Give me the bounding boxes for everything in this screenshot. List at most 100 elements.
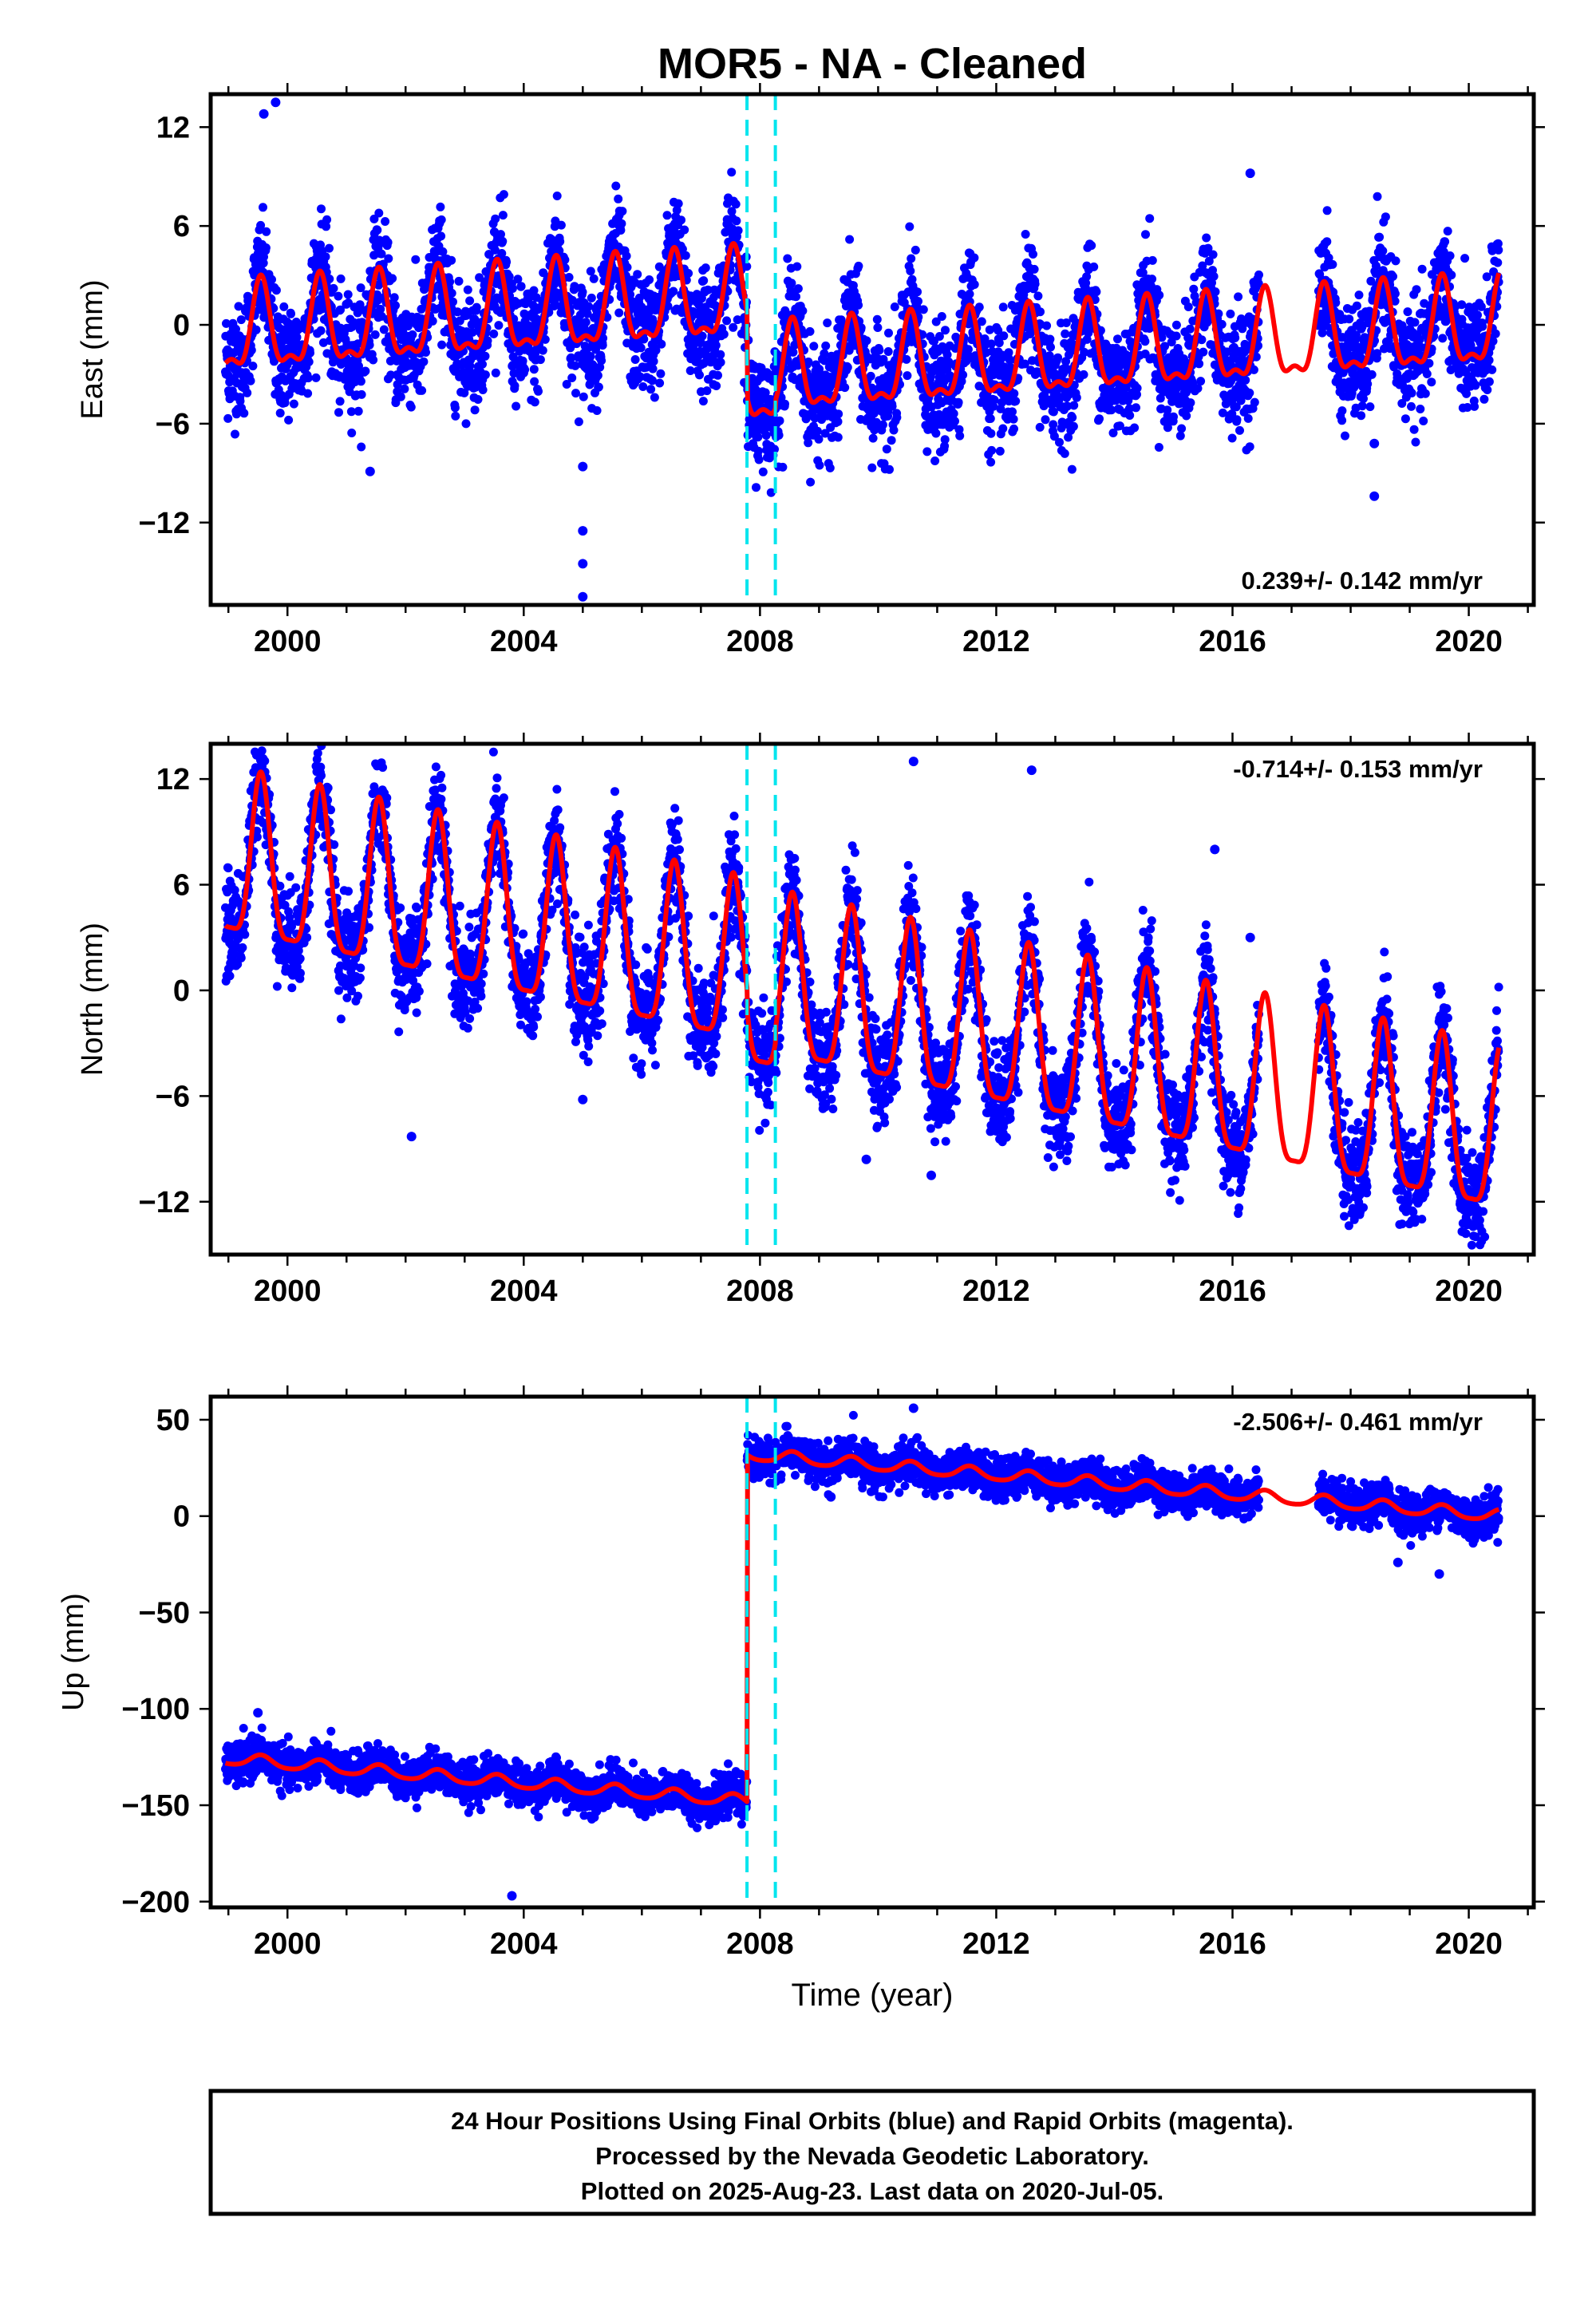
east-obs-point [1113, 334, 1122, 344]
east-obs-point [579, 392, 588, 401]
north-obs-point [236, 953, 246, 962]
east-obs-point [783, 254, 792, 263]
east-outlier-point [578, 591, 588, 602]
east-obs-point [930, 456, 940, 465]
east-obs-point [303, 389, 313, 398]
east-obs-point [716, 350, 725, 359]
east-obs-point [1250, 397, 1259, 407]
east-obs-point [1378, 246, 1388, 255]
east-obs-point [473, 395, 483, 404]
east-obs-point [271, 286, 281, 295]
east-x-tick-label: 2012 [962, 625, 1030, 658]
east-obs-point [539, 268, 548, 278]
east-obs-point [325, 243, 334, 253]
east-obs-point [411, 255, 421, 264]
east-obs-point [578, 287, 587, 297]
east-obs-point [701, 263, 710, 273]
east-obs-point [436, 202, 445, 211]
east-obs-point [1445, 251, 1455, 260]
east-obs-point [742, 262, 752, 271]
east-obs-point [321, 252, 330, 262]
east-obs-point [634, 293, 644, 302]
east-obs-point [552, 192, 562, 200]
east-obs-point [311, 373, 321, 382]
east-obs-point [438, 247, 448, 256]
east-obs-point [889, 425, 899, 435]
east-obs-point [1130, 423, 1140, 433]
east-obs-point [1234, 292, 1243, 302]
east-outlier-point [578, 559, 588, 569]
east-obs-point [496, 308, 505, 318]
east-obs-point [256, 220, 266, 230]
east-obs-point [303, 373, 313, 383]
east-outlier-point [365, 466, 375, 476]
east-obs-point [1357, 411, 1366, 421]
east-obs-point [633, 270, 642, 279]
east-obs-point [804, 358, 813, 366]
east-obs-point [356, 377, 365, 386]
east-obs-point [1148, 255, 1157, 265]
east-obs-point [1389, 271, 1397, 281]
east-obs-point [1067, 464, 1077, 474]
east-obs-point [496, 230, 505, 239]
east-obs-point [1169, 412, 1178, 421]
east-obs-point [584, 302, 594, 311]
east-obs-point [703, 285, 713, 294]
east-obs-point [875, 346, 884, 355]
east-obs-point [437, 215, 446, 224]
east-obs-point [931, 429, 941, 438]
east-obs-point [508, 284, 517, 293]
east-obs-point [361, 366, 370, 376]
east-obs-point [1185, 324, 1195, 334]
east-obs-point [1484, 377, 1494, 386]
east-obs-point [752, 483, 760, 492]
east-obs-point [887, 436, 896, 445]
north-obs-point [240, 930, 250, 939]
east-y-tick-label: 12 [156, 111, 190, 144]
east-obs-point [1367, 370, 1377, 379]
east-obs-point [259, 203, 267, 212]
east-obs-point [840, 383, 850, 393]
east-obs-point [614, 308, 624, 318]
east-outlier-point [259, 109, 269, 119]
east-obs-point [614, 194, 623, 204]
east-obs-point [911, 245, 920, 255]
east-obs-point [697, 331, 707, 341]
east-obs-point [999, 331, 1009, 341]
east-obs-point [662, 211, 672, 220]
east-obs-point [346, 407, 356, 417]
east-obs-point [571, 389, 580, 398]
east-obs-point [1041, 415, 1050, 425]
east-obs-point [809, 342, 819, 351]
east-obs-point [1422, 370, 1432, 378]
east-obs-point [1209, 271, 1219, 281]
east-obs-point [677, 215, 685, 225]
east-obs-point [529, 286, 539, 295]
east-obs-point [516, 282, 526, 291]
east-obs-point [1177, 424, 1187, 433]
east-obs-point [733, 226, 743, 235]
east-obs-point [322, 222, 331, 231]
east-obs-point [1030, 279, 1040, 289]
east-y-tick-label: 6 [173, 210, 190, 243]
east-obs-point [417, 385, 427, 395]
east-obs-point [753, 433, 763, 442]
east-obs-point [617, 219, 626, 228]
east-obs-point [872, 314, 882, 324]
east-obs-point [1171, 331, 1181, 341]
east-obs-point [958, 370, 968, 380]
east-obs-point [1186, 398, 1195, 408]
east-obs-point [636, 343, 646, 353]
east-obs-point [478, 385, 488, 394]
east-obs-point [787, 279, 796, 288]
figure-title: MOR5 - NA - Cleaned [658, 40, 1087, 88]
east-obs-point [1202, 233, 1211, 243]
north-data-layer [221, 744, 1503, 1255]
east-obs-point [815, 460, 824, 470]
east-obs-point [1443, 227, 1452, 236]
east-obs-point [1407, 401, 1416, 411]
east-obs-point [551, 292, 561, 302]
east-obs-point [447, 255, 456, 265]
east-obs-point [454, 276, 464, 286]
